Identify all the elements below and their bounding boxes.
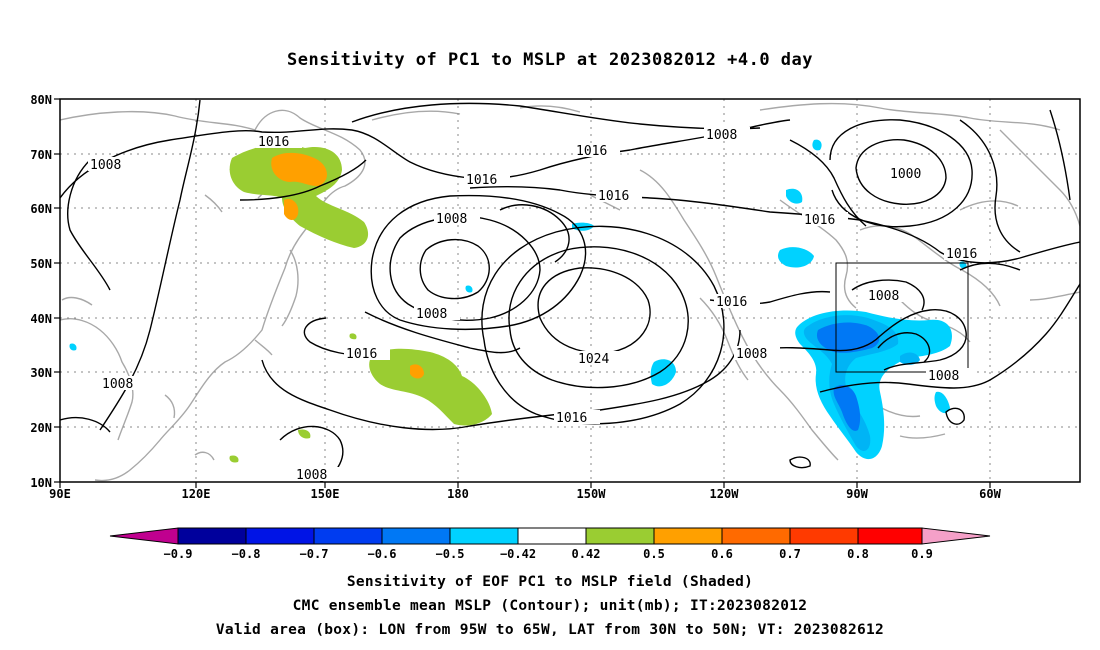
contour-label: 1008 xyxy=(416,307,447,322)
colorbar-segment xyxy=(653,527,723,545)
lon-tick-label: 90E xyxy=(49,487,71,501)
lon-tick-label: 150E xyxy=(311,487,340,501)
lat-tick-label: 30N xyxy=(30,366,52,380)
colorbar-label: −0.42 xyxy=(500,547,536,561)
contour-label: 1008 xyxy=(706,128,737,143)
lon-tick-label: 180 xyxy=(447,487,469,501)
colorbar-segment xyxy=(381,527,451,545)
lat-tick-label: 70N xyxy=(30,148,52,162)
contour-label: 1008 xyxy=(296,468,327,483)
colorbar-segment xyxy=(177,527,247,545)
colorbar-labels: −0.9 −0.8 −0.7 −0.6 −0.5 −0.42 0.42 0.5 … xyxy=(164,547,933,561)
contour-label: 1024 xyxy=(578,352,609,367)
colorbar-label: 0.42 xyxy=(572,547,601,561)
contour-label: 1008 xyxy=(736,347,767,362)
colorbar-label: 0.5 xyxy=(643,547,665,561)
lon-tick-label: 120W xyxy=(710,487,740,501)
lon-tick-label: 150W xyxy=(577,487,607,501)
contour-label: 1016 xyxy=(576,144,607,159)
contour-label: 1016 xyxy=(804,213,835,228)
contour-label: 1016 xyxy=(346,347,377,362)
colorbar-label: 0.9 xyxy=(911,547,933,561)
colorbar-segment xyxy=(721,527,791,545)
contour-label: 1016 xyxy=(258,135,289,150)
contour-label: 1016 xyxy=(598,189,629,204)
contour-label: 1016 xyxy=(946,247,977,262)
colorbar-segment xyxy=(585,527,655,545)
lat-tick-label: 80N xyxy=(30,93,52,107)
caption-line-2: CMC ensemble mean MSLP (Contour); unit(m… xyxy=(292,598,808,614)
colorbar-segment xyxy=(313,527,383,545)
colorbar-label: −0.5 xyxy=(436,547,465,561)
contour-label: 1008 xyxy=(102,377,133,392)
colorbar-segment xyxy=(789,527,859,545)
contour-label: 1008 xyxy=(868,289,899,304)
colorbar-segment xyxy=(245,527,315,545)
latitude-labels: 80N 70N 60N 50N 40N 30N 20N 10N xyxy=(30,93,52,490)
valid-area-box xyxy=(835,262,969,373)
colorbar-label: −0.8 xyxy=(232,547,261,561)
lon-tick-label: 120E xyxy=(182,487,211,501)
colorbar-label: −0.7 xyxy=(300,547,329,561)
lat-tick-label: 10N xyxy=(30,476,52,490)
contour-label: 1000 xyxy=(890,167,921,182)
lat-tick-label: 60N xyxy=(30,202,52,216)
lon-tick-label: 90W xyxy=(846,487,868,501)
colorbar-label: 0.7 xyxy=(779,547,801,561)
contour-label: 1008 xyxy=(928,369,959,384)
lat-tick-label: 40N xyxy=(30,312,52,326)
contour-label: 1016 xyxy=(716,295,747,310)
lat-tick-label: 50N xyxy=(30,257,52,271)
colorbar-label: −0.9 xyxy=(164,547,193,561)
contour-label: 1008 xyxy=(90,158,121,173)
contour-label: 1008 xyxy=(436,212,467,227)
colorbar-segment xyxy=(857,527,923,545)
contour-label: 1016 xyxy=(556,411,587,426)
colorbar-label: 0.8 xyxy=(847,547,869,561)
lat-tick-label: 20N xyxy=(30,421,52,435)
colorbar-segment xyxy=(517,527,587,545)
axis-ticks xyxy=(54,98,991,488)
map-title: Sensitivity of PC1 to MSLP at 2023082012… xyxy=(286,50,813,70)
contour-label: 1016 xyxy=(466,173,497,188)
colorbar-arrow-right xyxy=(921,527,991,545)
caption-line-1: Sensitivity of EOF PC1 to MSLP field (Sh… xyxy=(346,574,754,590)
longitude-labels: 90E 120E 150E 180 150W 120W 90W 60W xyxy=(49,487,1001,501)
colorbar-label: −0.6 xyxy=(368,547,397,561)
plot-border xyxy=(59,98,1081,483)
colorbar-label: 0.6 xyxy=(711,547,733,561)
colorbar-arrow-left xyxy=(109,527,179,545)
colorbar-segment xyxy=(449,527,519,545)
colorbar xyxy=(109,527,991,545)
caption-line-3: Valid area (box): LON from 95W to 65W, L… xyxy=(215,622,885,638)
positive-sensitivity-shading xyxy=(229,144,492,463)
lon-tick-label: 60W xyxy=(979,487,1001,501)
contour-labels: 1016 1008 1016 1016 1008 1016 1000 1008 … xyxy=(88,127,990,483)
